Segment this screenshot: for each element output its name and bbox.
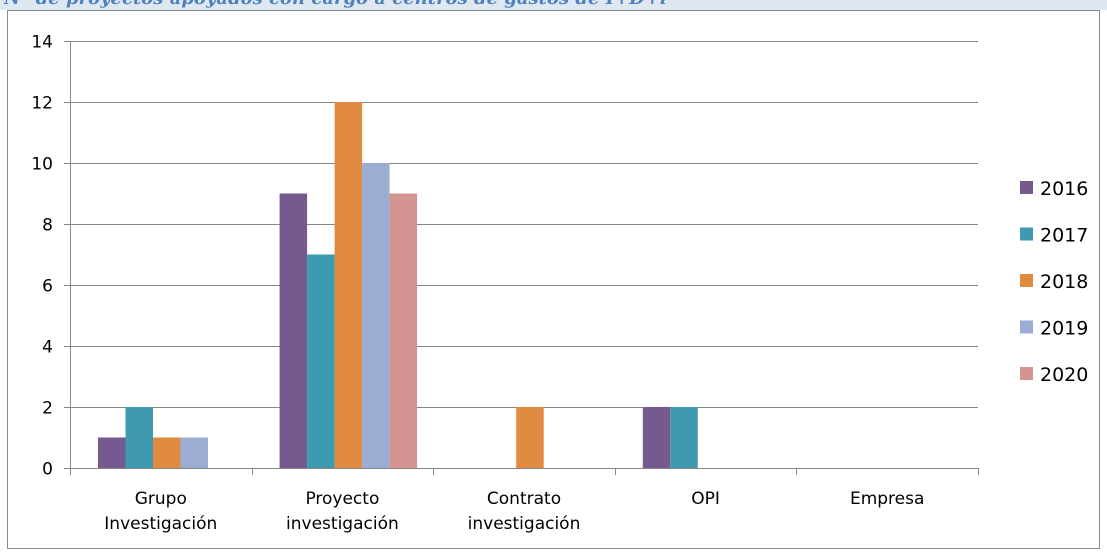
legend-swatch-2018 [1020, 274, 1033, 287]
legend-swatch-2020 [1020, 367, 1033, 380]
caption-strip: Nº de proyectos apoyados con cargo a cen… [0, 0, 1107, 10]
legend-label: 2018 [1040, 271, 1088, 293]
legend-label: 2019 [1040, 318, 1088, 340]
y-tick-label: 4 [42, 338, 53, 358]
bar-2016 [642, 407, 671, 468]
bar-2017 [670, 407, 698, 468]
axes [70, 41, 979, 475]
bar-2017 [307, 254, 335, 468]
legend-label: 2016 [1040, 178, 1088, 200]
x-tick-label: Proyecto [305, 489, 379, 509]
bar-2020 [389, 193, 418, 468]
x-tick-label: Investigación [104, 514, 217, 534]
caption-text: Nº de proyectos apoyados con cargo a cen… [4, 0, 667, 9]
x-tick-label: investigación [286, 514, 399, 534]
bar-2019 [180, 437, 208, 468]
x-tick-label: investigación [468, 514, 581, 534]
bar-2019 [362, 163, 390, 468]
chart-border [7, 10, 1100, 549]
y-tick-label: 6 [42, 277, 53, 297]
bar-2016 [98, 437, 126, 468]
y-tick-label: 2 [42, 399, 53, 419]
x-tick-label: Grupo [135, 489, 187, 509]
y-tick-labels: 0 2 4 6 8 10 12 14 [31, 33, 53, 480]
gridlines [64, 41, 978, 469]
bar-2016 [279, 193, 308, 468]
y-tick-label: 12 [31, 94, 53, 114]
bar-2017 [125, 407, 153, 468]
y-tick-label: 8 [42, 216, 53, 236]
bar-2018 [334, 102, 363, 468]
legend-swatch-2019 [1020, 320, 1033, 334]
x-tick-label: Empresa [850, 489, 924, 509]
x-tick-label: Contrato [487, 489, 561, 509]
legend-swatch-2016 [1020, 181, 1033, 194]
legend-label: 2020 [1040, 364, 1088, 386]
bar-2018 [516, 407, 544, 468]
x-tick-labels: Grupo Investigación Proyecto investigación C… [104, 489, 924, 534]
legend: 2016 2017 2018 2019 2020 [1020, 178, 1088, 386]
y-tick-label: 10 [31, 155, 53, 175]
legend-swatch-2017 [1020, 227, 1033, 241]
legend-label: 2017 [1040, 225, 1088, 247]
bar-2018 [153, 437, 181, 468]
y-tick-label: 14 [31, 33, 53, 53]
x-tick-label: OPI [691, 489, 720, 509]
bars [98, 102, 698, 468]
y-tick-label: 0 [42, 460, 53, 480]
